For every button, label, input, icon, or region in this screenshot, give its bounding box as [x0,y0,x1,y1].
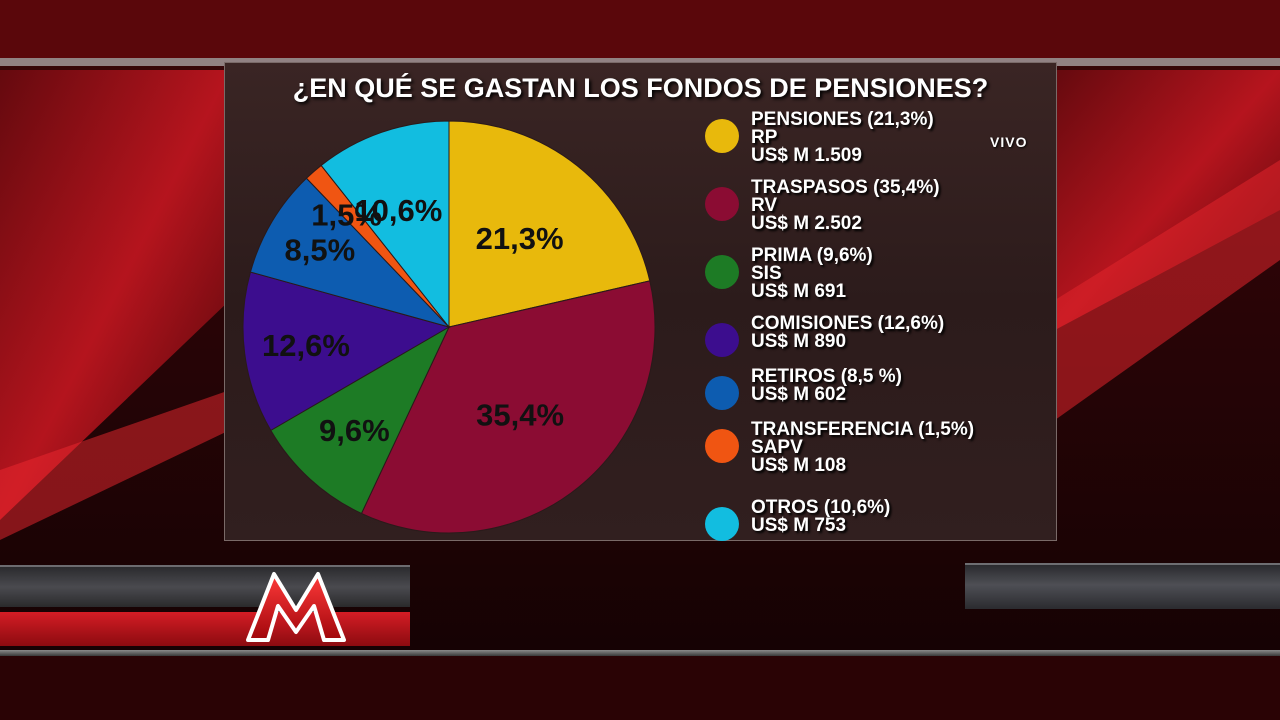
legend-swatch [705,119,739,153]
legend-line: US$ M 108 [751,455,847,476]
pie-slice [270,325,451,515]
lower-third-red-bar [0,612,410,646]
chart-title: ¿EN QUÉ SE GASTAN LOS FONDOS DE PENSIONE… [292,73,989,103]
legend-swatch [705,429,739,463]
slice-label: 12,6% [262,328,350,363]
slice-label: 1,5% [311,198,382,233]
legend-line: PENSIONES (21,3%) [751,109,934,130]
legend-swatch [705,376,739,410]
legend-line: RP [751,127,778,148]
legend-line: US$ M 602 [751,384,847,405]
legend-line: US$ M 753 [751,515,847,536]
slice-label: 9,6% [319,413,390,448]
live-indicator: VIVO [990,134,1028,150]
legend-swatch [705,255,739,289]
bottom-divider [0,650,1280,656]
legend-line: SAPV [751,437,803,458]
legend-line: US$ M 890 [751,331,847,352]
chart-panel: ¿EN QUÉ SE GASTAN LOS FONDOS DE PENSIONE… [224,62,1057,541]
slice-label: 35,4% [476,398,564,433]
lower-third-right-bar [965,563,1280,609]
pie-slice [249,177,451,328]
legend-line: TRASPASOS (35,4%) [751,177,940,198]
legend-label: RETIROS (8,5 %) US$ M 602 [751,366,902,405]
pie-slice [360,280,656,534]
legend-swatch [705,187,739,221]
legend-label: COMISIONES (12,6%) US$ M 890 [751,313,945,352]
legend-label: TRASPASOS (35,4%) RV US$ M 2.502 [751,177,940,234]
legend-line: SIS [751,263,782,284]
legend-line: PRIMA (9,6%) [751,245,873,266]
slice-label: 10,6% [354,193,442,228]
legend-swatch [705,323,739,357]
channel-logo [246,572,346,642]
legend-line: COMISIONES (12,6%) [751,313,945,334]
legend-label: PRIMA (9,6%) SIS US$ M 691 [751,245,873,302]
legend-line: US$ M 2.502 [751,213,862,234]
slice-label: 21,3% [476,221,564,256]
legend-label: PENSIONES (21,3%) RP US$ M 1.509 [751,109,934,166]
legend-line: US$ M 691 [751,281,847,302]
pie-slice [448,120,651,328]
pie-slice [242,271,451,432]
slice-label: 8,5% [285,232,356,267]
legend-line: OTROS (10,6%) [751,497,891,518]
legend-line: US$ M 1.509 [751,145,862,166]
legend-line: RV [751,195,778,216]
legend-line: TRANSFERENCIA (1,5%) [751,419,975,440]
lower-third-bar [0,565,410,607]
legend-line: RETIROS (8,5 %) [751,366,902,387]
legend-swatch [705,507,739,541]
legend-label: TRANSFERENCIA (1,5%) SAPV US$ M 108 [751,419,975,476]
pie-slice [320,120,450,329]
pie-chart: 21,3% 35,4% 9,6% 12,6% 8,5%1,5%10,6% [242,120,656,534]
legend-label: OTROS (10,6%) US$ M 753 [751,497,891,536]
